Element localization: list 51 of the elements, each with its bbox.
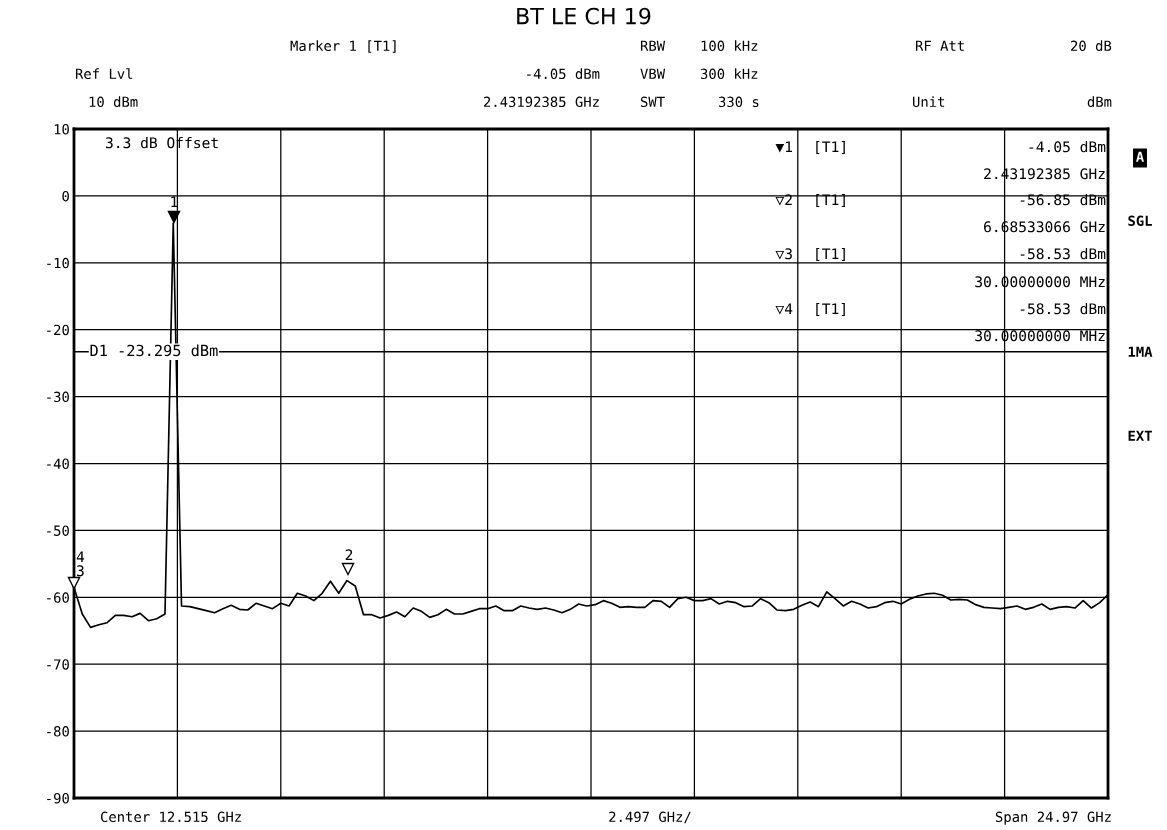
annotation: ▽4 (775, 303, 793, 315)
annotation: -4.05 dBm (1029, 140, 1106, 153)
text: Ref Lvl (75, 68, 133, 80)
annotation: 4 (76, 551, 85, 563)
text: Marker 1 [T1] (290, 40, 396, 53)
text: 100 kHz (701, 40, 758, 52)
annotation: 2 (345, 549, 353, 561)
text: 330 s (718, 96, 759, 108)
annotation: ▽2 (775, 194, 792, 206)
annotation: -58.53 dBm (1020, 302, 1106, 315)
text: SGL (1128, 215, 1152, 227)
annotation: [T1] (816, 302, 845, 316)
text: A (1136, 151, 1144, 162)
ref-line-label: D1 -23.295 dBm (90, 344, 218, 357)
annotation: -58.53 dBm (1020, 247, 1106, 260)
text: RF Att (915, 40, 964, 51)
y-tick-label: -80 (47, 726, 69, 737)
y-tick-label: -60 (47, 592, 69, 603)
text: 2.43192385 GHz (483, 96, 599, 108)
text: SWT (640, 96, 665, 108)
annotation: [T1] (816, 193, 845, 207)
text: Span 24.97 GHz (995, 811, 1111, 825)
text: EXT (1128, 430, 1152, 441)
y-tick-label: -30 (47, 391, 69, 403)
text: 20 dB (1071, 40, 1112, 52)
annotation: [T1] (816, 140, 845, 154)
text: RBW (640, 40, 666, 51)
y-tick-label: -90 (47, 793, 69, 804)
text: 10 dBm (89, 96, 138, 108)
annotation: ▼1 (775, 141, 793, 153)
text: -4.05 dBm (527, 68, 600, 80)
text: 300 kHz (700, 68, 758, 80)
y-tick-label: -50 (47, 525, 69, 536)
annotation: -56.85 dBm (1020, 193, 1106, 206)
text: dBm (1087, 96, 1112, 108)
text: 1MA (1128, 346, 1153, 357)
y-tick-label: -70 (47, 659, 69, 670)
chart-title: BT LE CH 19 (517, 7, 651, 25)
annotation: 1 (171, 196, 178, 208)
y-tick-label: -40 (47, 458, 69, 470)
annotation: [T1] (816, 247, 845, 261)
y-tick-label: -20 (47, 324, 69, 336)
text: Center 12.515 GHz (100, 811, 241, 823)
y-tick-label: 0 (62, 190, 69, 202)
text: Unit (913, 96, 945, 108)
annotation: ▽3 (775, 248, 792, 260)
y-tick-label: -10 (47, 257, 69, 269)
y-tick-label: 10 (54, 124, 69, 135)
annotation: 3 (76, 565, 84, 577)
text: 2.497 GHz/ (609, 811, 691, 824)
text: VBW (640, 68, 666, 79)
